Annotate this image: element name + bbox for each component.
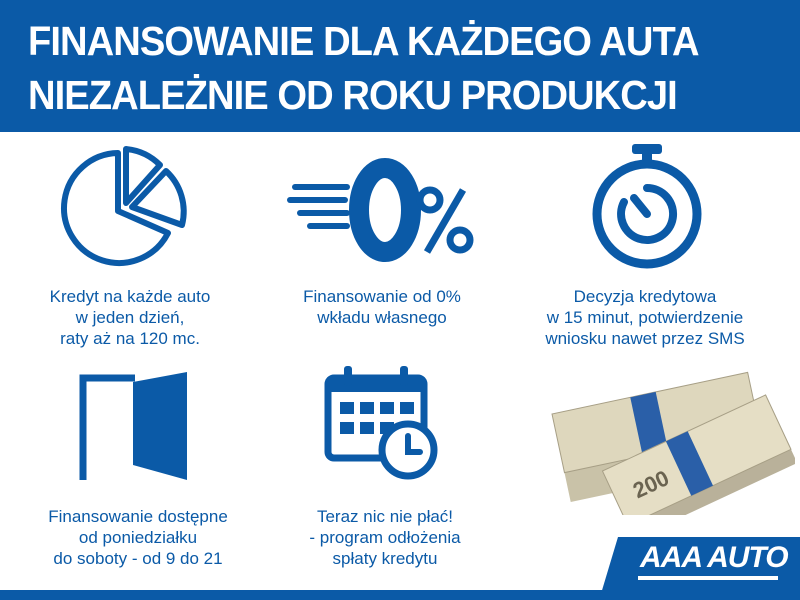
feature-caption-decision: Decyzja kredytowa w 15 minut, potwierdzen… bbox=[515, 286, 775, 349]
calendar-clock-icon bbox=[324, 366, 438, 480]
caption-line: Finansowanie od 0% bbox=[303, 287, 461, 306]
caption-line: - program odłożenia bbox=[309, 528, 461, 547]
caption-line: Teraz nic nie płać! bbox=[316, 507, 454, 526]
caption-line: spłaty kredytu bbox=[332, 549, 438, 568]
headline-line-2: NIEZALEŻNIE OD ROKU PRODUKCJI bbox=[28, 72, 678, 118]
pie-chart-icon bbox=[61, 146, 187, 266]
logo-underline bbox=[638, 576, 778, 580]
headline-line-1: FINANSOWANIE DLA KAŻDEGO AUTA bbox=[28, 18, 700, 64]
caption-line: raty aż na 120 mc. bbox=[60, 329, 200, 348]
aaa-auto-logo: AAA AUTO bbox=[640, 541, 789, 574]
caption-line: do soboty - od 9 do 21 bbox=[53, 549, 223, 568]
feature-caption-zero-down: Finansowanie od 0% wkładu własnego bbox=[252, 286, 512, 328]
caption-line: Decyzja kredytowa bbox=[573, 287, 717, 306]
feature-caption-credit: Kredyt na każde auto w jeden dzień, raty a… bbox=[0, 286, 260, 349]
bottom-bar bbox=[0, 590, 800, 600]
stopwatch-icon bbox=[592, 144, 702, 269]
money-stack-image: 200 bbox=[551, 371, 795, 515]
logo-block bbox=[600, 537, 800, 597]
caption-line: w jeden dzień, bbox=[75, 308, 185, 327]
caption-line: od poniedziałku bbox=[78, 528, 198, 547]
feature-caption-defer: Teraz nic nie płać! - program odłożenia sp… bbox=[255, 506, 515, 569]
caption-line: Finansowanie dostępne bbox=[48, 507, 228, 526]
caption-line: wkładu własnego bbox=[317, 308, 447, 327]
caption-line: wniosku nawet przez SMS bbox=[545, 329, 745, 348]
zero-percent-icon bbox=[287, 158, 474, 262]
header-banner: FINANSOWANIE DLA KAŻDEGO AUTA NIEZALEŻNI… bbox=[0, 0, 800, 132]
door-icon bbox=[79, 372, 187, 480]
caption-line: w 15 minut, potwierdzenie bbox=[546, 308, 744, 327]
feature-caption-hours: Finansowanie dostępne od poniedziałku do s… bbox=[8, 506, 268, 569]
caption-line: Kredyt na każde auto bbox=[49, 287, 211, 306]
